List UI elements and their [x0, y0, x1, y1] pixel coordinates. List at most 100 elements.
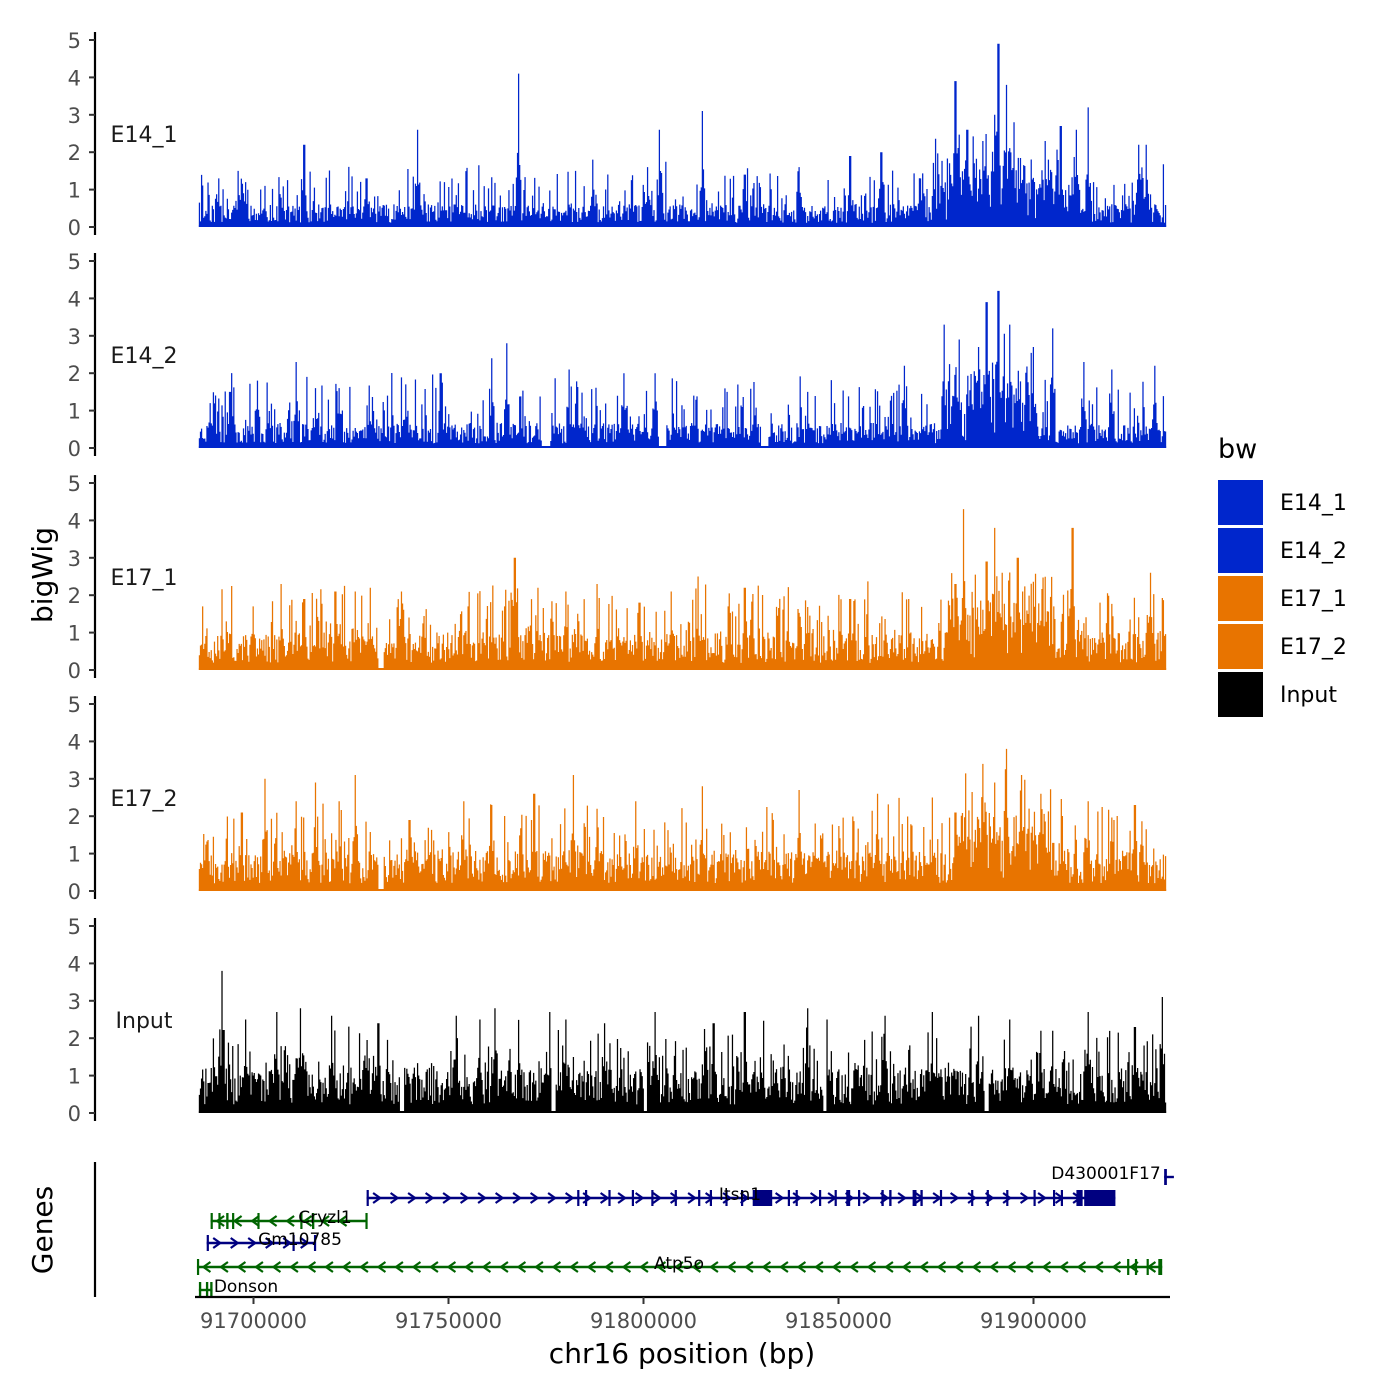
exon — [631, 1190, 634, 1206]
exon — [205, 1282, 209, 1298]
legend: bw E14_1 E14_2 E17_1 E17_2 Input — [1218, 434, 1347, 717]
exon — [577, 1190, 580, 1206]
y-tick-label: 5 — [68, 472, 81, 496]
exon — [206, 1235, 209, 1251]
exon — [366, 1190, 369, 1206]
signal-E17_2 — [198, 748, 1167, 891]
signal-E17_1 — [198, 509, 1167, 670]
exon — [312, 1213, 315, 1229]
strand-arrows — [212, 1237, 310, 1249]
exon — [226, 1213, 229, 1229]
genes-axis-title: Genes — [26, 1186, 59, 1274]
signal-baseline — [198, 889, 1167, 891]
exon — [698, 1190, 701, 1206]
track-label: Input — [116, 1009, 173, 1034]
exon — [1134, 1259, 1138, 1275]
exon — [1084, 1190, 1116, 1206]
exon — [313, 1235, 317, 1251]
track-label: E17_1 — [111, 566, 178, 591]
x-tick-label: 91700000 — [200, 1309, 307, 1333]
gene-Gm10785: Gm10785 — [206, 1230, 342, 1251]
exon — [971, 1190, 974, 1206]
gene-label: Itsn1 — [719, 1185, 761, 1205]
exon — [834, 1190, 837, 1206]
exon — [585, 1190, 588, 1206]
legend-swatch — [1218, 672, 1263, 717]
exon — [218, 1213, 221, 1229]
y-tick-label: 5 — [68, 29, 81, 53]
coverage-tracks: 0 1 2 3 4 5 E14_1 0 1 2 3 4 5 E14_2 0 1 2 3 4 5 E17_1 0 1 2 3 4 5 E… — [68, 29, 1167, 1126]
track-E14_1: 0 1 2 3 4 5 E14_1 — [68, 29, 1167, 240]
legend-swatch — [1218, 480, 1263, 525]
track-E17_1: 0 1 2 3 4 5 E17_1 — [68, 472, 1167, 683]
gene-Cryzl1: Cryzl1 — [210, 1208, 368, 1229]
exon — [1127, 1259, 1130, 1275]
gene-label: D430001F17 — [1051, 1164, 1160, 1184]
y-tick-label: 3 — [68, 990, 81, 1014]
track-Input: 0 1 2 3 4 5 Input — [68, 915, 1167, 1126]
track-E17_2: 0 1 2 3 4 5 E17_2 — [68, 693, 1167, 904]
track-E14_2: 0 1 2 3 4 5 E14_2 — [68, 250, 1167, 461]
signal-Input — [198, 970, 1167, 1113]
exon — [846, 1190, 851, 1206]
signal-baseline — [198, 668, 1167, 670]
y-tick-label: 4 — [68, 66, 81, 90]
x-tick-label: 91900000 — [980, 1309, 1087, 1333]
y-tick-label: 3 — [68, 547, 81, 571]
x-axis: 91700000 91750000 91800000 91850000 91900000 — [195, 1295, 1170, 1333]
exon — [725, 1190, 728, 1206]
exon — [257, 1213, 260, 1229]
exon — [920, 1190, 923, 1206]
exon — [651, 1190, 654, 1206]
y-axis-title: bigWig — [26, 527, 59, 623]
exon — [819, 1190, 822, 1206]
legend-swatch — [1218, 576, 1263, 621]
exon — [1158, 1259, 1163, 1275]
track-label: E17_2 — [111, 787, 178, 812]
legend-title: bw — [1218, 434, 1257, 465]
signal-baseline — [198, 225, 1167, 227]
gene-label: Atp5o — [654, 1254, 704, 1274]
signal-E14_2 — [198, 290, 1167, 448]
y-tick-label: 0 — [68, 437, 81, 461]
exon — [912, 1190, 917, 1206]
legend-label: E14_1 — [1280, 491, 1347, 516]
legend-label: E14_2 — [1280, 539, 1347, 564]
exon — [1076, 1190, 1083, 1206]
exon — [1006, 1190, 1009, 1206]
y-tick-label: 4 — [68, 730, 81, 754]
exon — [198, 1282, 202, 1298]
y-tick-label: 0 — [68, 216, 81, 240]
y-tick-label: 1 — [68, 843, 81, 867]
legend-swatch — [1218, 528, 1263, 573]
y-tick-label: 2 — [68, 1027, 81, 1051]
y-tick-label: 3 — [68, 768, 81, 792]
exon — [752, 1190, 773, 1206]
y-tick-label: 1 — [68, 1065, 81, 1089]
legend-swatch — [1218, 624, 1263, 669]
strand-arrows — [215, 1215, 348, 1227]
legend-label: E17_1 — [1280, 587, 1347, 612]
y-tick-label: 0 — [68, 659, 81, 683]
signal-baseline — [198, 446, 1167, 448]
y-tick-label: 3 — [68, 104, 81, 128]
exon — [787, 1190, 790, 1206]
exon — [881, 1190, 884, 1206]
exon — [1164, 1169, 1167, 1185]
exon — [939, 1190, 943, 1206]
track-label: E14_2 — [111, 344, 178, 369]
gene-Itsn1: Itsn1 — [366, 1185, 1116, 1206]
gene-label: Cryzl1 — [298, 1208, 351, 1228]
x-tick-label: 91850000 — [785, 1309, 892, 1333]
signal-baseline — [198, 1111, 1167, 1113]
y-tick-label: 5 — [68, 250, 81, 274]
exon — [795, 1190, 798, 1206]
y-tick-label: 2 — [68, 584, 81, 608]
y-tick-label: 2 — [68, 362, 81, 386]
y-tick-label: 1 — [68, 622, 81, 646]
y-tick-label: 3 — [68, 325, 81, 349]
exon — [232, 1213, 235, 1229]
y-tick-label: 0 — [68, 1102, 81, 1126]
y-tick-label: 5 — [68, 693, 81, 717]
